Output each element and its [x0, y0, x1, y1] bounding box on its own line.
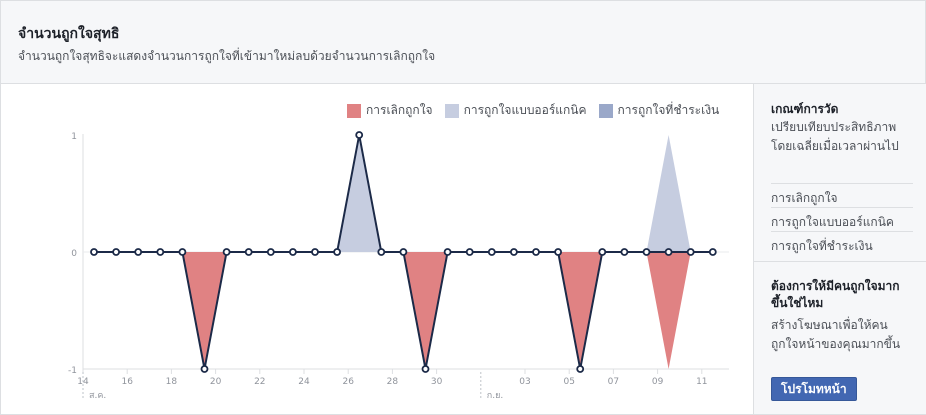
sidebar-divider	[754, 261, 926, 262]
promote-page-button[interactable]: โปรโมทหน้า	[771, 377, 857, 401]
sidebar-link-unlikes[interactable]: การเลิกถูกใจ	[771, 183, 913, 207]
x-tick-label: 28	[387, 377, 399, 387]
net-likes-chart: 10-114 16 18 20 22 24 26 28 30 03 05 07 09 11ส.ค. ก.ย.	[68, 131, 729, 401]
promo-section: ต้องการให้มีคนถูกใจมากขึ้นใช่ไหม สร้างโฆ…	[771, 278, 913, 354]
net-likes-point	[222, 248, 231, 256]
net-likes-point	[156, 248, 165, 256]
x-tick-label: 26	[342, 377, 354, 387]
net-likes-point	[200, 365, 209, 373]
month-label: ส.ค.	[89, 391, 106, 401]
x-tick-label: 09	[652, 377, 664, 387]
net-likes-point	[642, 248, 651, 256]
legend-label-unlikes: การเลิกถูกใจ	[366, 103, 433, 117]
x-tick-label: 03	[519, 377, 530, 387]
net-likes-point	[244, 248, 253, 256]
metrics-sidebar: เกณฑ์การวัด เปรียบเทียบประสิทธิภาพโดยเฉล…	[753, 84, 926, 414]
x-tick-label: 24	[298, 377, 310, 387]
chart-legend: การเลิกถูกใจ การถูกใจแบบออร์แกนิค การถูก…	[347, 101, 719, 120]
net-likes-point	[598, 248, 607, 256]
promo-description: สร้างโฆษณาเพื่อให้คนถูกใจหน้าของคุณมากขึ…	[771, 318, 901, 351]
legend-item-paid[interactable]: การถูกใจที่ชำระเงิน	[598, 101, 720, 120]
organic-likes-area	[94, 135, 713, 252]
legend-item-organic[interactable]: การถูกใจแบบออร์แกนิค	[444, 101, 587, 120]
net-likes-point	[664, 248, 673, 256]
net-likes-point	[178, 248, 187, 256]
net-likes-point	[333, 248, 342, 256]
net-likes-point	[90, 248, 98, 256]
net-likes-point	[421, 365, 430, 373]
x-tick-label: 22	[254, 377, 265, 387]
panel-title: จำนวนถูกใจสุทธิ	[18, 26, 120, 42]
x-tick-label: 11	[696, 377, 707, 387]
x-tick-label: 30	[431, 377, 443, 387]
net-likes-point	[134, 248, 143, 256]
net-likes-point	[377, 248, 386, 256]
net-likes-point	[266, 248, 275, 256]
month-label: ก.ย.	[487, 391, 503, 401]
net-likes-point	[708, 248, 717, 256]
promo-heading: ต้องการให้มีคนถูกใจมากขึ้นใช่ไหม	[771, 279, 900, 310]
net-likes-point	[576, 365, 585, 373]
x-tick-label: 07	[608, 377, 619, 387]
x-tick-label: 16	[121, 377, 133, 387]
net-likes-point	[620, 248, 629, 256]
net-likes-point	[443, 248, 452, 256]
x-tick-label: 18	[166, 377, 178, 387]
metric-heading: เกณฑ์การวัด	[771, 102, 839, 116]
chart-area: การเลิกถูกใจ การถูกใจแบบออร์แกนิค การถูก…	[1, 84, 753, 414]
net-likes-point	[686, 248, 695, 256]
panel-header: จำนวนถูกใจสุทธิ จำนวนถูกใจสุทธิจะแสดงจำน…	[1, 1, 925, 84]
panel-subtitle: จำนวนถูกใจสุทธิจะแสดงจำนวนการถูกใจที่เข้…	[18, 49, 436, 63]
legend-swatch-unlikes	[347, 103, 361, 118]
net-likes-point	[532, 248, 540, 256]
y-tick-label: 1	[71, 132, 77, 142]
y-tick-label: -1	[68, 366, 77, 376]
net-likes-point	[487, 248, 496, 256]
net-likes-point	[510, 248, 518, 256]
metric-section: เกณฑ์การวัด เปรียบเทียบประสิทธิภาพโดยเฉล…	[771, 101, 913, 156]
unlikes-area	[94, 252, 713, 369]
legend-swatch-organic	[444, 103, 459, 118]
legend-label-paid: การถูกใจที่ชำระเงิน	[617, 103, 720, 117]
sidebar-link-organic-likes[interactable]: การถูกใจแบบออร์แกนิค	[771, 207, 913, 231]
x-tick-label: 20	[210, 377, 222, 387]
sidebar-link-paid-likes[interactable]: การถูกใจที่ชำระเงิน	[771, 231, 913, 255]
net-likes-point	[112, 248, 120, 256]
net-likes-point	[311, 248, 319, 256]
legend-swatch-paid	[598, 103, 613, 118]
net-likes-point	[288, 248, 297, 256]
net-likes-point	[355, 131, 364, 139]
net-likes-point	[554, 248, 562, 256]
x-tick-label: 05	[563, 377, 574, 387]
legend-label-organic: การถูกใจแบบออร์แกนิค	[463, 103, 587, 117]
legend-item-unlikes[interactable]: การเลิกถูกใจ	[347, 101, 433, 120]
y-tick-label: 0	[71, 249, 77, 259]
metric-description: เปรียบเทียบประสิทธิภาพโดยเฉลี่ยเมื่อเวลา…	[771, 120, 899, 153]
net-likes-point	[465, 248, 474, 256]
net-likes-point	[399, 248, 408, 256]
